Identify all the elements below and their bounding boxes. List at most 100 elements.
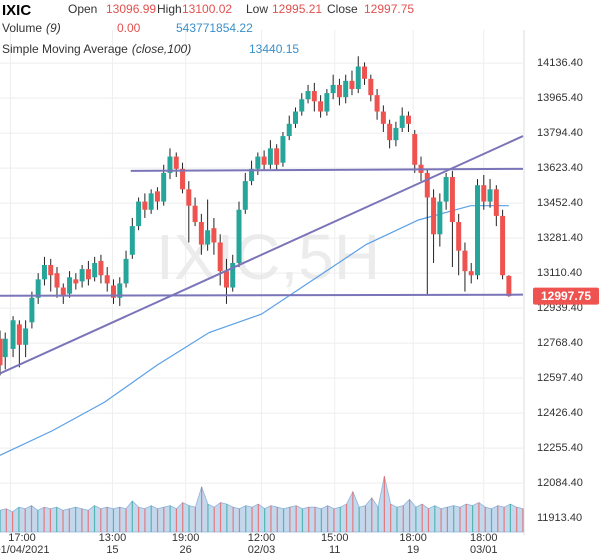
candle-body-43 <box>267 148 273 165</box>
x-tick-time-5: 18:00 <box>399 532 427 544</box>
candle-body-17 <box>104 275 110 284</box>
candle-body-10 <box>60 287 66 296</box>
x-tick-date-6: 03/01 <box>470 544 498 556</box>
trendline-1 <box>130 167 524 172</box>
candle-body-38 <box>236 209 242 263</box>
candle-body-53 <box>330 84 336 94</box>
candle-body-55 <box>343 80 349 98</box>
candle-body-44 <box>274 148 280 165</box>
volume-value: 543771854.22 <box>176 21 253 35</box>
symbol-label: IXIC <box>2 2 31 19</box>
header-legend: IXIC Open 13096.99 High 13100.02 Low 129… <box>2 2 414 56</box>
candle-body-34 <box>211 228 217 243</box>
candle-body-48 <box>299 99 305 112</box>
y-tick-label-12: 13965.40 <box>537 92 583 104</box>
y-tick-label-5: 12768.40 <box>537 337 583 349</box>
candle-body-16 <box>98 260 104 276</box>
candle-body-70 <box>437 201 443 235</box>
candle-body-7 <box>41 265 47 280</box>
candle-body-18 <box>110 285 116 298</box>
candle-body-50 <box>311 91 317 102</box>
candle-body-37 <box>230 262 236 288</box>
y-tick-label-4: 12597.40 <box>537 372 583 384</box>
y-tick-label-1: 12084.40 <box>537 477 583 489</box>
candle-body-46 <box>286 123 292 137</box>
y-tick-label-13: 14136.40 <box>537 57 583 69</box>
candle-body-76 <box>474 185 480 276</box>
candle-body-75 <box>468 271 474 276</box>
y-tick-label-0: 11913.40 <box>537 512 582 524</box>
candle-body-27 <box>167 156 173 173</box>
volume-histogram <box>0 476 524 533</box>
candlesticks[interactable] <box>0 56 512 376</box>
trendlines[interactable] <box>0 135 524 375</box>
candle-body-74 <box>462 250 468 272</box>
candle-body-5 <box>29 297 35 323</box>
x-tick-time-1: 13:00 <box>99 532 127 544</box>
x-tick-date-2: 26 <box>180 544 192 556</box>
trendline-2 <box>0 293 524 297</box>
y-tick-label-3: 12426.40 <box>537 407 583 419</box>
x-tick-date-5: 19 <box>407 544 419 556</box>
candle-body-32 <box>198 222 204 245</box>
x-tick-time-6: 18:00 <box>470 532 498 544</box>
candle-body-64 <box>399 115 405 128</box>
candle-body-13 <box>79 269 85 282</box>
y-tick-label-11: 13794.40 <box>537 127 583 139</box>
candle-body-9 <box>54 273 60 288</box>
candle-body-54 <box>336 84 342 98</box>
candle-body-29 <box>180 168 186 190</box>
candle-body-23 <box>142 201 148 210</box>
y-tick-label-6: 12939.40 <box>537 302 583 314</box>
candle-body-12 <box>73 279 79 284</box>
candle-body-69 <box>431 197 437 235</box>
sma-label: Simple Moving Average (close,100) <box>2 42 191 56</box>
x-tick-time-4: 15:00 <box>321 532 349 544</box>
y-tick-label-10: 13623.40 <box>537 162 583 174</box>
candle-body-81 <box>506 275 512 297</box>
svg-text:12997.75: 12997.75 <box>541 289 591 303</box>
grid <box>0 30 523 533</box>
last-price-badge: 12997.75 <box>533 287 599 305</box>
candle-body-65 <box>405 115 411 124</box>
x-tick-time-3: 12:00 <box>248 532 276 544</box>
y-tick-label-2: 12255.40 <box>537 442 583 454</box>
candle-body-1 <box>2 338 8 358</box>
candle-body-58 <box>362 66 368 79</box>
high-value: 13100.02 <box>182 2 232 16</box>
candle-body-0 <box>0 338 3 366</box>
volume-label: Volume (9) <box>2 21 61 35</box>
x-tick-time-2: 19:00 <box>172 532 200 544</box>
y-axis[interactable]: 11913.40 12084.40 12255.40 12426.40 12597.40… <box>537 57 583 524</box>
sma-value: 13440.15 <box>249 42 299 56</box>
candle-body-3 <box>16 324 22 345</box>
candle-body-26 <box>161 172 167 202</box>
candle-body-60 <box>374 95 380 112</box>
x-tick-date-4: 11 <box>329 544 340 556</box>
candle-body-2 <box>10 320 16 349</box>
candle-body-49 <box>305 91 311 100</box>
candle-body-4 <box>23 328 29 345</box>
candle-body-8 <box>48 265 54 276</box>
candle-body-11 <box>67 277 73 294</box>
volume-change: 0.00 <box>117 21 141 35</box>
candle-body-28 <box>173 156 179 169</box>
candle-body-20 <box>123 258 129 284</box>
y-tick-label-7: 13110.40 <box>537 267 582 279</box>
candle-body-62 <box>387 123 393 141</box>
candle-body-71 <box>443 177 449 202</box>
candle-body-79 <box>493 189 499 216</box>
candle-body-35 <box>217 242 223 272</box>
candle-body-39 <box>242 181 248 210</box>
y-tick-label-8: 13281.40 <box>537 232 583 244</box>
candle-body-30 <box>186 189 192 206</box>
candle-body-78 <box>487 189 493 202</box>
close-label: Close <box>327 2 358 16</box>
open-label: Open <box>68 2 97 16</box>
candle-body-73 <box>456 222 462 251</box>
x-tick-date-1: 15 <box>106 544 118 556</box>
candle-body-72 <box>449 177 455 223</box>
candle-body-51 <box>318 101 324 112</box>
